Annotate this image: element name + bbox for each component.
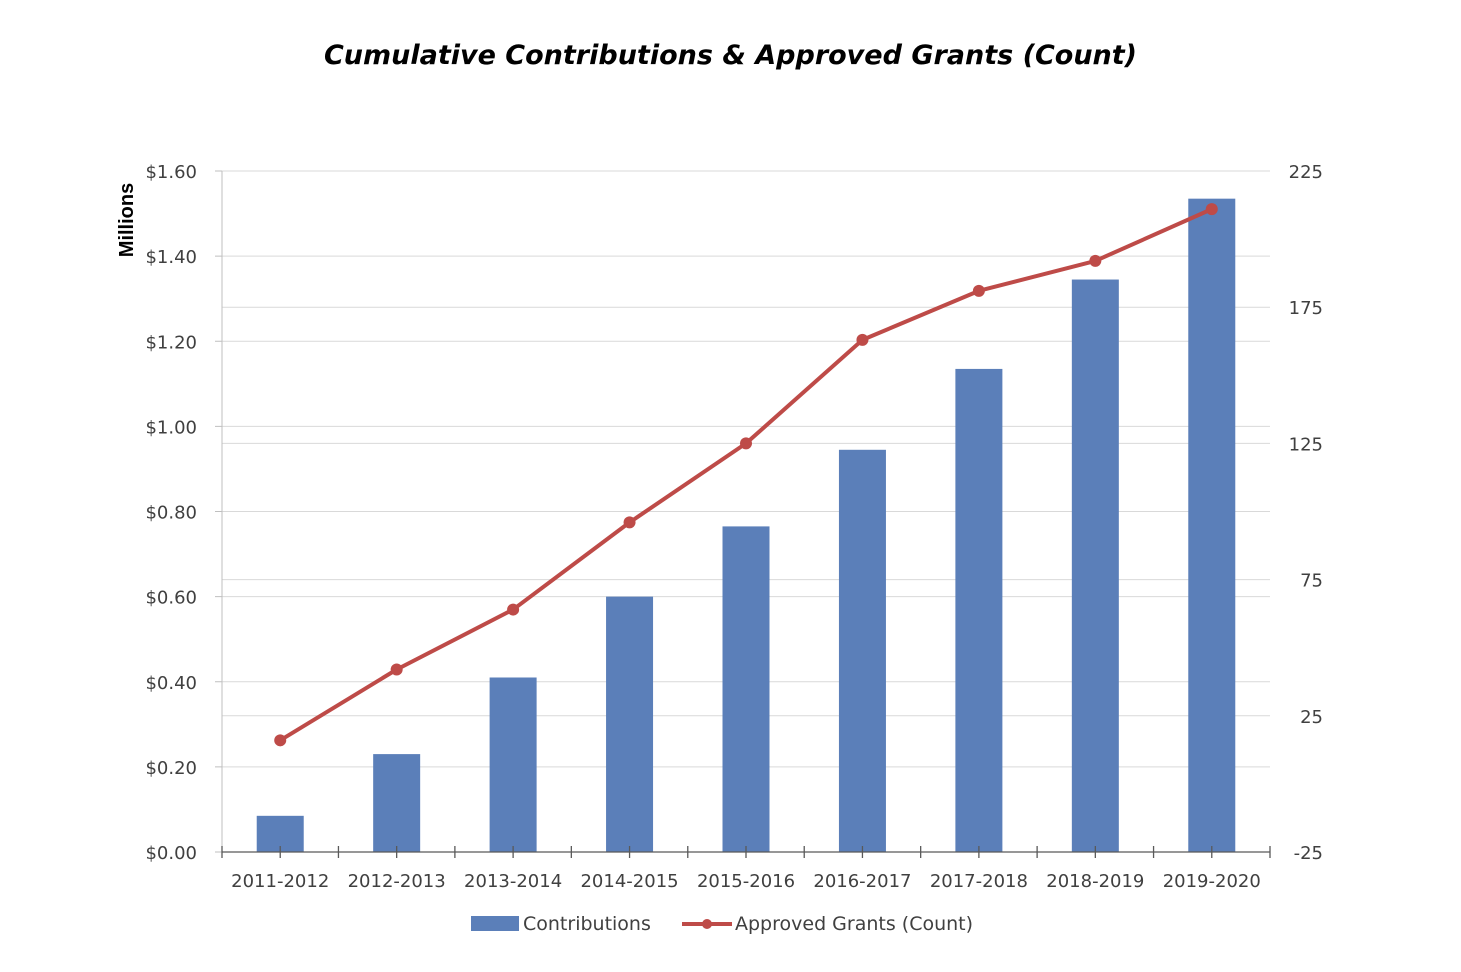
contributions-bar-2013-2014	[489, 677, 537, 852]
x-tick-label-2015-2016: 2015-2016	[697, 871, 795, 892]
y-axis-label: Millions	[116, 183, 138, 257]
legend: Contributions Approved Grants (Count)	[471, 913, 973, 935]
left-tick-label-3: $0.60	[145, 588, 197, 609]
axes	[215, 170, 1271, 858]
x-tick-label-2018-2019: 2018-2019	[1046, 871, 1144, 892]
chart-title: Cumulative Contributions & Approved Gran…	[323, 40, 1138, 71]
right-tick-label-2: 75	[1300, 571, 1323, 592]
contributions-bar-2017-2018	[955, 368, 1003, 852]
left-tick-label-7: $1.40	[145, 247, 197, 268]
contributions-bar-2019-2020	[1188, 198, 1236, 852]
grants-point-2017-2018	[972, 284, 985, 297]
left-tick-label-2: $0.40	[145, 673, 197, 694]
contributions-bars	[256, 198, 1236, 852]
grants-point-2016-2017	[856, 333, 869, 346]
x-tick-label-2014-2015: 2014-2015	[580, 871, 678, 892]
right-tick-label-1: 25	[1300, 707, 1323, 728]
x-tick-label-2012-2013: 2012-2013	[348, 871, 446, 892]
grants-line	[274, 203, 1218, 747]
grants-point-2018-2019	[1089, 254, 1102, 267]
x-tick-label-2013-2014: 2013-2014	[464, 871, 562, 892]
right-tick-label-3: 125	[1289, 434, 1323, 455]
contributions-bar-2014-2015	[606, 596, 654, 852]
grants-point-2014-2015	[623, 516, 636, 529]
right-tick-label-5: 225	[1289, 162, 1323, 183]
contributions-bar-2018-2019	[1071, 279, 1119, 852]
left-tick-label-6: $1.20	[145, 332, 197, 353]
grants-point-2015-2016	[740, 437, 752, 450]
left-tick-label-4: $0.80	[145, 503, 197, 524]
tick-labels: $0.00 $0.20 $0.40 $0.60 $0.80 $1.00 $1.20 $1.40…	[145, 162, 1323, 892]
legend-label-contributions: Contributions	[523, 913, 651, 935]
legend-swatch-grants-marker	[702, 919, 712, 929]
x-tick-label-2017-2018: 2017-2018	[930, 871, 1028, 892]
x-tick-label-2011-2012: 2011-2012	[231, 871, 329, 892]
right-tick-label-0: -25	[1294, 843, 1323, 864]
left-tick-label-0: $0.00	[145, 843, 197, 864]
legend-swatch-contributions	[471, 916, 519, 931]
grants-point-2013-2014	[507, 603, 520, 616]
x-tick-label-2019-2020: 2019-2020	[1163, 871, 1261, 892]
grants-point-2012-2013	[390, 663, 403, 676]
grants-point-2019-2020	[1205, 203, 1218, 216]
x-tick-label-2016-2017: 2016-2017	[813, 871, 911, 892]
contributions-bar-2011-2012	[256, 815, 304, 852]
contributions-bar-2016-2017	[838, 449, 886, 852]
contributions-bar-2015-2016	[722, 526, 770, 852]
grants-point-2011-2012	[274, 734, 287, 747]
legend-label-grants: Approved Grants (Count)	[735, 913, 973, 935]
left-tick-label-1: $0.20	[145, 758, 197, 779]
contributions-bar-2012-2013	[373, 754, 421, 852]
right-tick-label-4: 175	[1289, 298, 1323, 319]
left-tick-label-8: $1.60	[145, 162, 197, 183]
left-tick-label-5: $1.00	[145, 417, 197, 438]
